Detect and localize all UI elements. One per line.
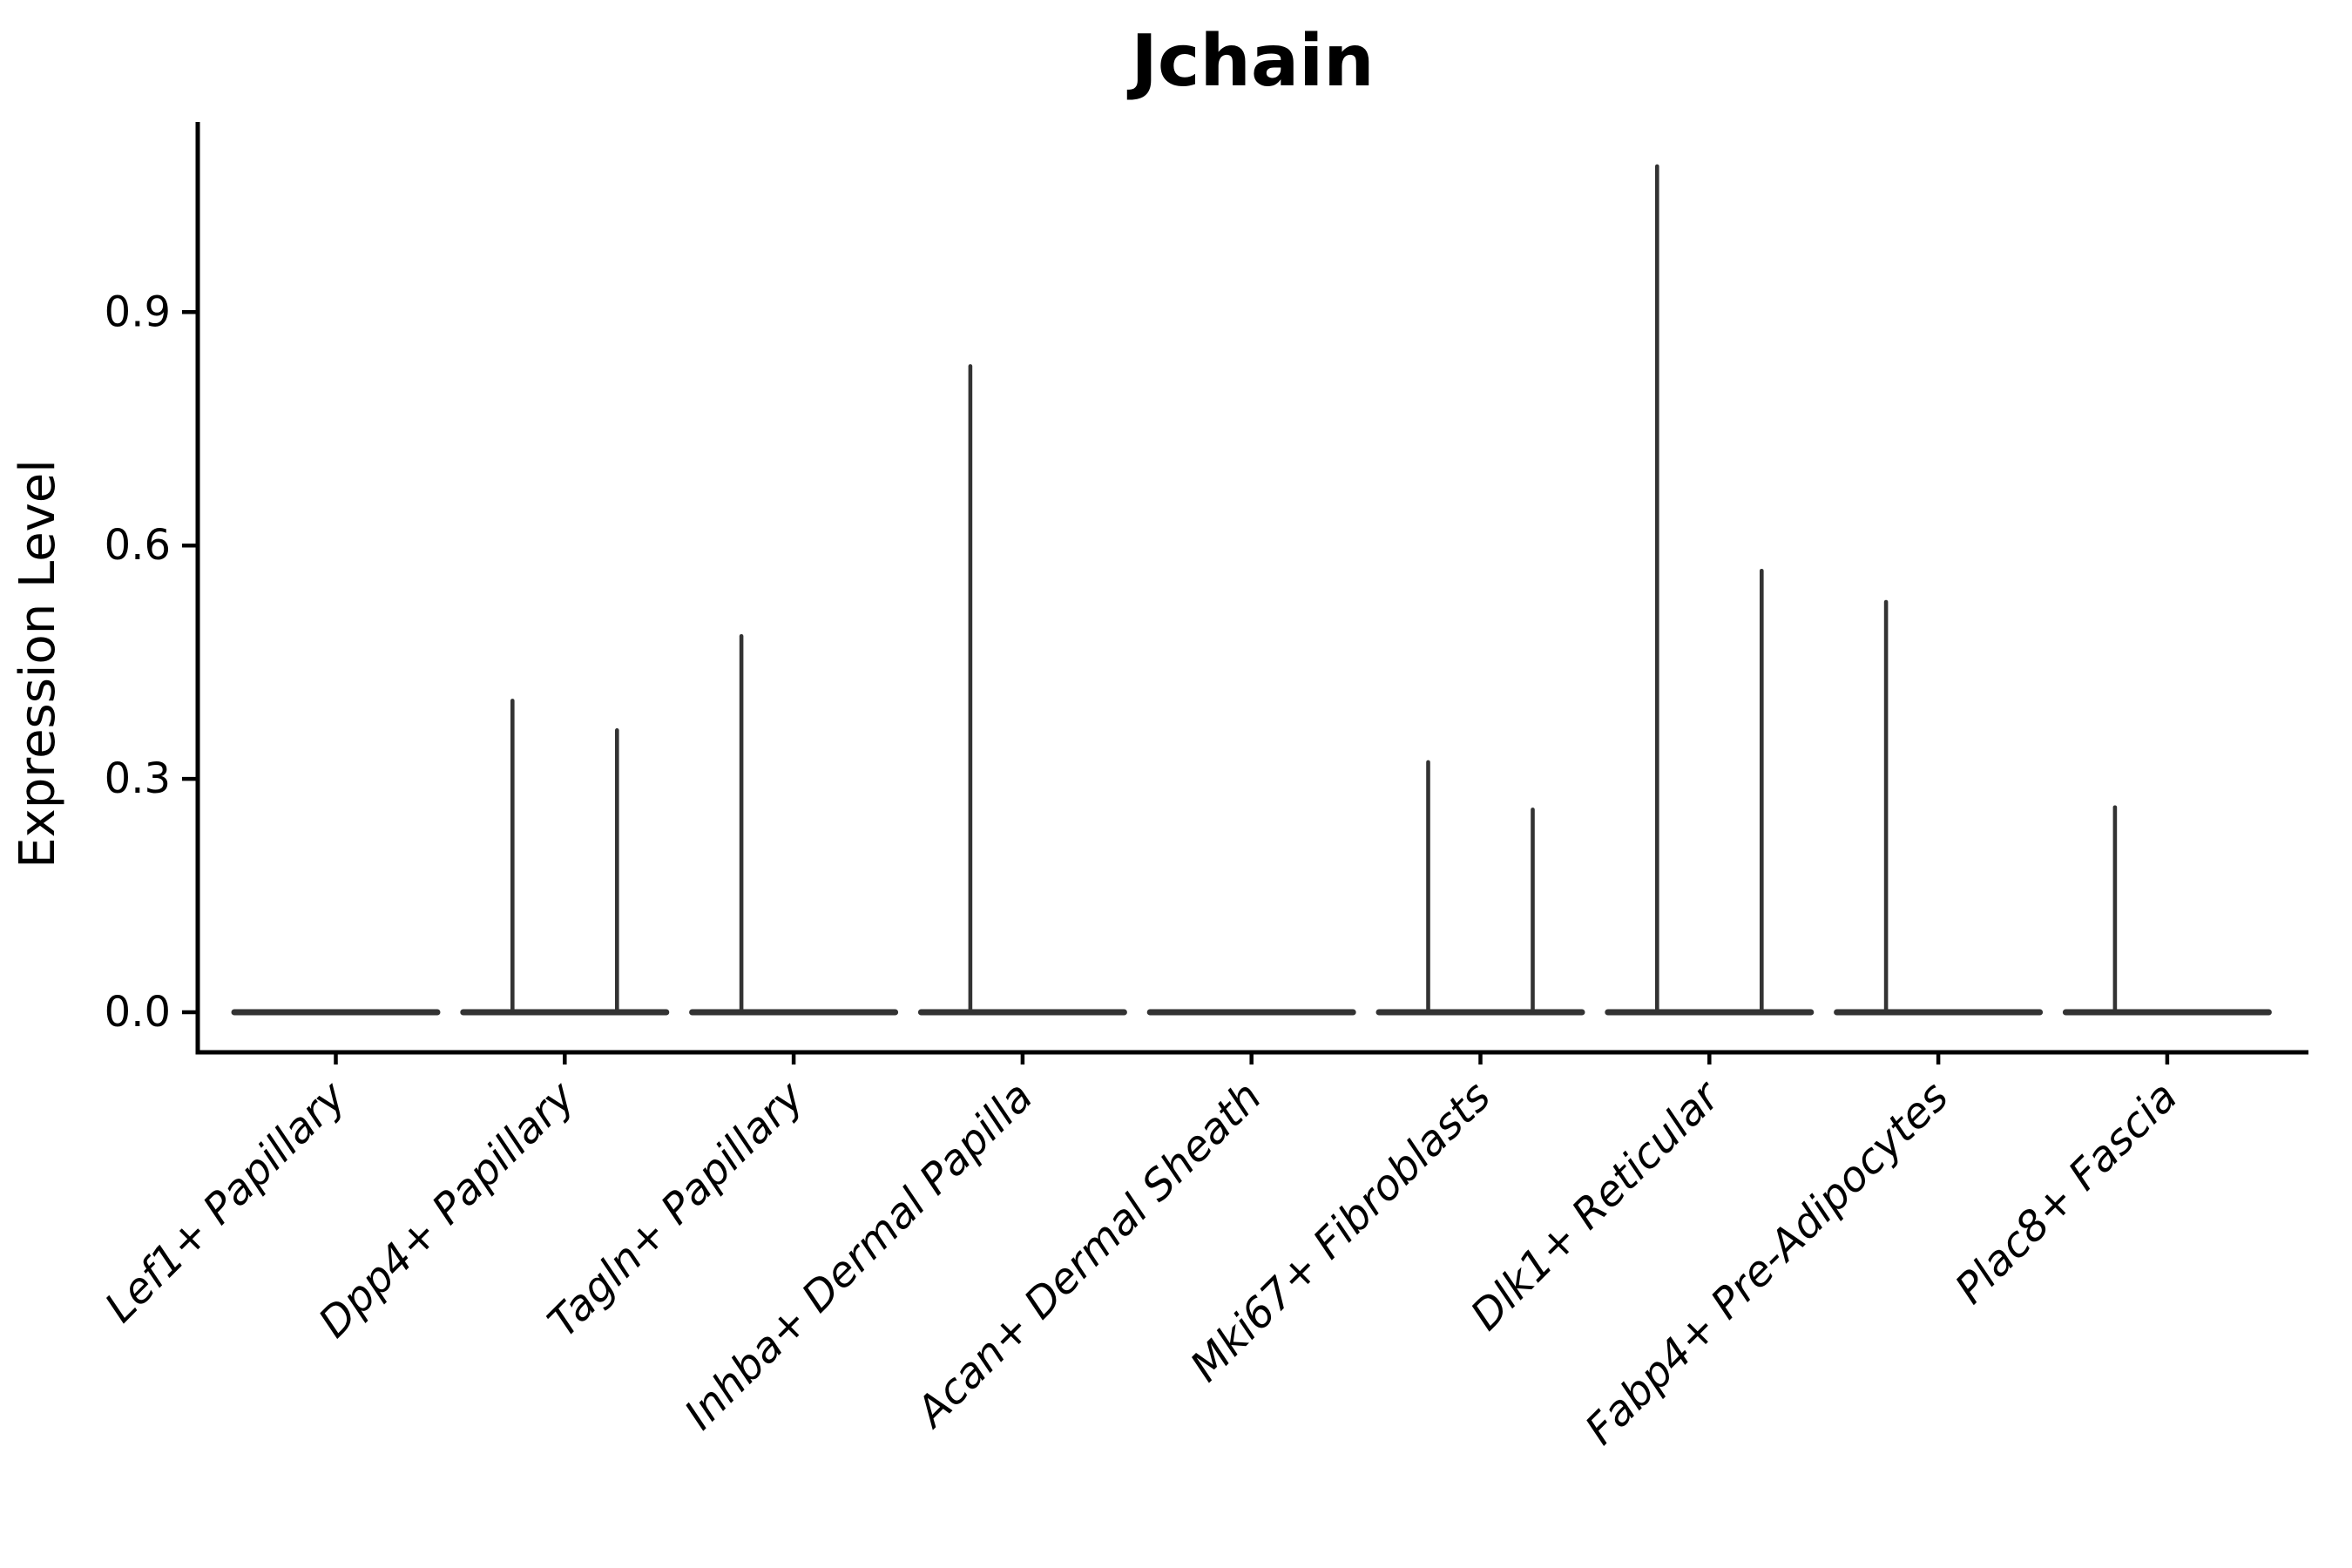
y-tick-label: 0.6 [105,521,171,570]
violin-spike [615,728,619,1012]
x-tick-label: Plac8+ Fascia [1946,1072,2187,1314]
x-tick-label: Lef1+ Papillary [96,1071,356,1332]
violin-spike [739,634,744,1012]
violin-base [231,1009,441,1016]
violin-spike [1426,760,1430,1012]
violin-spike [1760,568,1764,1012]
violin-base [1605,1009,1815,1016]
violin-spike [510,699,515,1012]
violin-base [1146,1009,1356,1016]
violin-spike [1531,808,1535,1012]
violin-base [1834,1009,2044,1016]
violin-spike [1655,164,1659,1012]
x-tick-label: Dpp4+ Papillary [309,1071,585,1347]
violin-base [1375,1009,1585,1016]
violin-base [917,1009,1127,1016]
chart-title: Jchain [1126,20,1374,103]
violin-base [2062,1009,2272,1016]
violin-spike [968,364,973,1013]
x-tick-label: Dlk1+ Reticular [1462,1071,1732,1341]
y-axis-label: Expression Level [10,459,66,868]
violin-spike [1883,599,1889,1012]
y-tick-label: 0.9 [105,287,171,336]
violin-spike [2112,805,2118,1012]
x-tick-label: Tagln+ Papillary [538,1071,814,1347]
violin-base [460,1009,670,1016]
y-tick-label: 0.0 [105,988,171,1037]
violin-base [689,1009,899,1016]
y-tick-label: 0.3 [105,754,171,803]
x-tick-label: Fabp4+ Pre-Adipocytes [1576,1072,1958,1455]
